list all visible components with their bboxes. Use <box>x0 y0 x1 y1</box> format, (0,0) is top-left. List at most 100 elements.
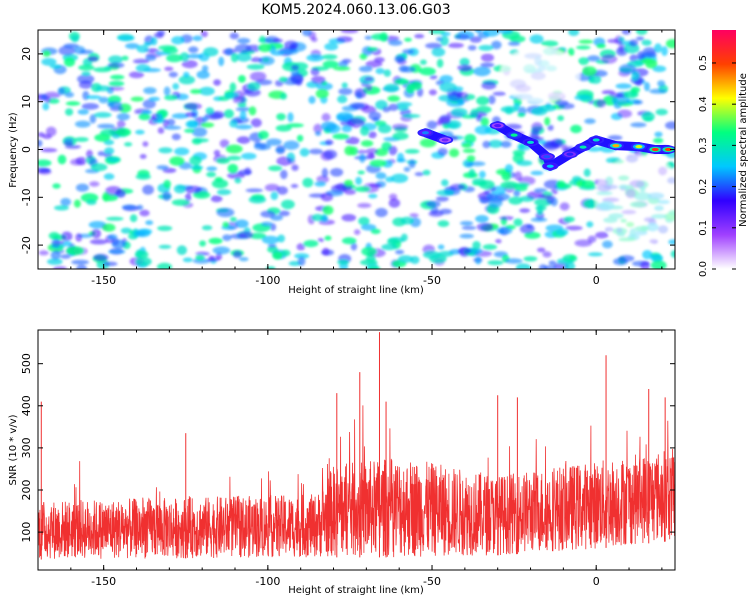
noise-blob <box>636 51 646 60</box>
noise-blob <box>607 38 622 44</box>
noise-blob <box>451 107 468 117</box>
noise-blob <box>162 119 169 128</box>
noise-blob <box>523 256 538 262</box>
noise-blob <box>75 183 89 192</box>
noise-blob <box>258 130 269 140</box>
signal-core <box>651 147 659 152</box>
noise-blob <box>365 83 373 92</box>
noise-blob <box>64 138 74 143</box>
noise-blob <box>229 119 238 128</box>
noise-blob <box>313 123 323 134</box>
noise-blob <box>225 144 243 154</box>
noise-blob <box>205 107 214 115</box>
noise-blob <box>546 196 555 205</box>
noise-blob <box>185 120 199 129</box>
noise-blob <box>199 240 207 247</box>
noise-blob <box>354 229 361 236</box>
noise-blob <box>341 214 357 222</box>
noise-blob <box>336 111 354 122</box>
noise-blob <box>317 238 325 242</box>
snr-x-label: Height of straight line (km) <box>288 585 424 596</box>
noise-blob <box>588 199 596 209</box>
noise-blob <box>75 233 83 242</box>
noise-blob <box>513 189 521 197</box>
noise-blob <box>135 64 151 72</box>
noise-blob <box>164 66 174 72</box>
noise-blob <box>184 185 202 194</box>
noise-blob <box>201 65 209 72</box>
noise-blob <box>466 155 476 163</box>
noise-blob <box>110 74 125 80</box>
noise-blob <box>657 80 666 87</box>
noise-blob <box>222 234 232 241</box>
noise-blob <box>91 228 102 239</box>
noise-blob <box>482 140 491 149</box>
noise-blob <box>241 152 257 160</box>
noise-blob <box>66 246 84 256</box>
noise-blob <box>464 133 477 144</box>
noise-blob <box>557 115 564 122</box>
noise-blob <box>389 193 398 200</box>
noise-blob <box>139 154 147 159</box>
noise-blob <box>41 58 57 66</box>
noise-blob <box>270 50 284 56</box>
noise-blob <box>462 148 476 153</box>
noise-blob <box>157 262 173 269</box>
noise-blob <box>461 225 477 230</box>
noise-blob <box>222 221 229 228</box>
x-tick-label: -150 <box>91 274 116 287</box>
noise-blob <box>354 88 367 99</box>
noise-blob <box>190 89 202 94</box>
noise-blob <box>555 228 569 236</box>
noise-blob <box>336 36 353 43</box>
signal-core <box>441 138 449 142</box>
noise-blob <box>230 217 237 222</box>
noise-blob <box>400 233 408 242</box>
noise-blob <box>320 121 337 132</box>
noise-blob <box>369 183 383 188</box>
noise-blob <box>408 159 416 169</box>
noise-blob <box>158 244 172 249</box>
noise-blob <box>158 147 173 154</box>
noise-blob <box>341 82 348 88</box>
colorbar-ticks: 0.0 0.1 0.2 0.3 0.4 0.5 <box>698 55 736 277</box>
noise-blob <box>422 169 431 176</box>
noise-blob <box>644 81 650 92</box>
noise-blob <box>51 238 61 248</box>
noise-blob <box>322 60 339 69</box>
noise-blob <box>316 82 333 91</box>
x-tick-label: -150 <box>91 575 116 588</box>
colorbar-tick-label: 0.4 <box>698 96 709 112</box>
noise-blob <box>414 34 425 39</box>
noise-blob <box>156 30 166 37</box>
noise-blob <box>208 237 223 245</box>
noise-blob <box>379 32 388 42</box>
noise-blob <box>275 80 284 87</box>
noise-blob <box>567 47 575 57</box>
noise-blob <box>148 96 160 102</box>
noise-blob <box>437 244 445 250</box>
noise-blob <box>609 92 627 98</box>
noise-blob <box>602 240 613 249</box>
noise-blob <box>330 168 344 177</box>
noise-blob <box>184 193 192 202</box>
noise-blob <box>90 163 108 172</box>
noise-blob <box>548 260 557 266</box>
noise-blob <box>184 102 202 110</box>
noise-blob <box>596 43 606 49</box>
noise-blob <box>436 196 449 202</box>
noise-blob <box>181 60 198 69</box>
noise-blob <box>105 186 122 196</box>
noise-blob <box>476 96 490 106</box>
noise-blob <box>388 198 401 208</box>
noise-blob <box>254 143 271 151</box>
noise-blob <box>436 58 444 68</box>
noise-blob <box>395 249 405 255</box>
noise-blob <box>437 220 450 228</box>
noise-blob <box>234 177 242 184</box>
noise-blob <box>476 222 494 232</box>
noise-blob <box>275 145 286 155</box>
noise-blob <box>369 159 387 167</box>
noise-blob <box>397 255 414 263</box>
noise-blob <box>468 168 476 178</box>
